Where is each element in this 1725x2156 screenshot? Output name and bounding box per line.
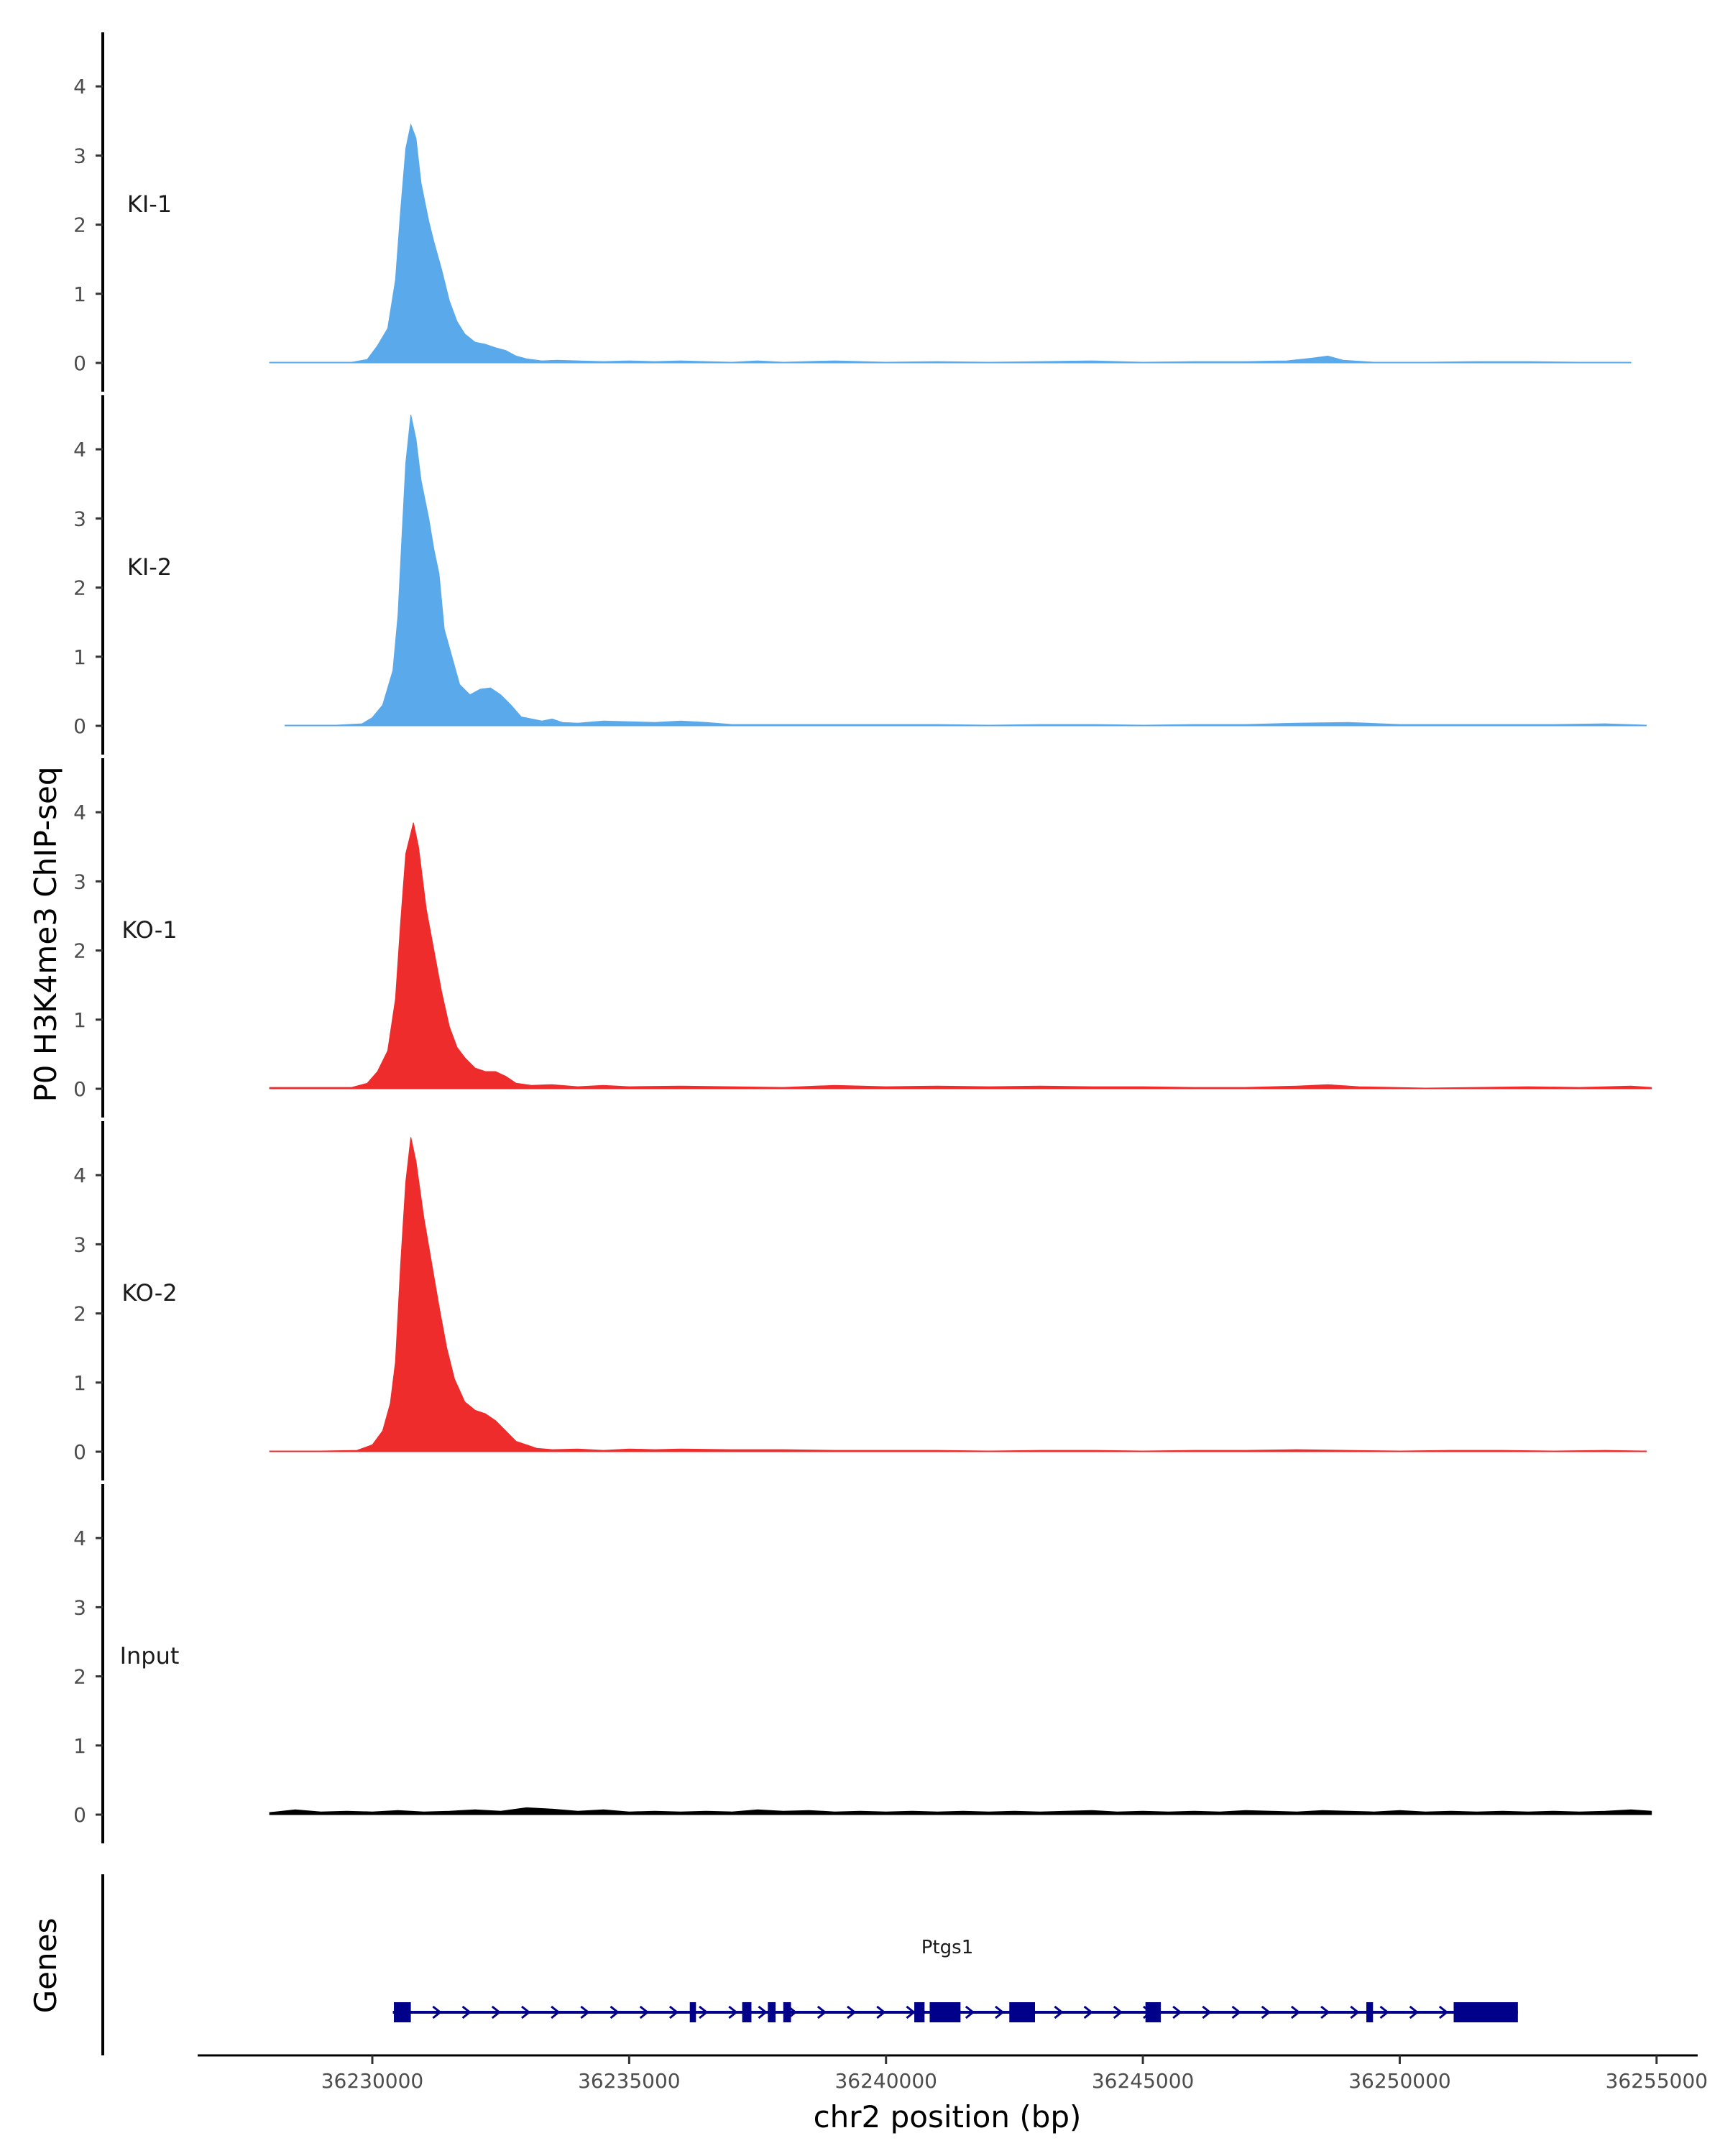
strand-arrow — [1409, 2005, 1420, 2019]
y-tick-label-ki-1-4: 4 — [73, 75, 86, 98]
strand-arrow — [432, 2005, 442, 2019]
y-tick-label-input-2: 2 — [73, 1665, 86, 1689]
y-tick-label-input-4: 4 — [73, 1526, 86, 1550]
strand-arrow — [1172, 2005, 1182, 2019]
track-input: 0 1 2 3 4 Input — [73, 1484, 1652, 1843]
track-ki-1: 0 1 2 3 4 KI-1 — [73, 32, 1632, 392]
y-tick-label-ko-2-2: 2 — [73, 1302, 86, 1326]
strand-arrow — [1083, 2005, 1093, 2019]
strand-arrow — [1231, 2005, 1241, 2019]
strand-arrow — [1113, 2005, 1123, 2019]
y-tick-label-ko-2-1: 1 — [73, 1371, 86, 1395]
y-tick-label-ko-1-3: 3 — [73, 870, 86, 893]
strand-arrow — [1350, 2005, 1360, 2019]
exon-11 — [1453, 2002, 1518, 2022]
strand-arrow — [1202, 2005, 1212, 2019]
y-tick-label-ko-1-4: 4 — [73, 801, 86, 824]
y-tick-label-ko-2-4: 4 — [73, 1164, 86, 1187]
track-label-ko-1: KO-1 — [121, 916, 177, 944]
y-tick-label-ki-1-0: 0 — [73, 351, 86, 375]
strand-arrow — [816, 2005, 827, 2019]
exon-8 — [1009, 2002, 1036, 2022]
gene-model-ptgs1 — [392, 2002, 1518, 2022]
y-tick-label-input-1: 1 — [73, 1734, 86, 1758]
strand-arrow — [1438, 2005, 1449, 2019]
strand-arrow — [580, 2005, 590, 2019]
strand-arrow — [639, 2005, 650, 2019]
exon-4 — [768, 2002, 776, 2022]
strand-arrow — [610, 2005, 620, 2019]
genes-track-label: Genes — [28, 1918, 63, 2014]
y-tick-label-ko-1-0: 0 — [73, 1077, 86, 1101]
track-ki-2: 0 1 2 3 4 KI-2 — [73, 395, 1647, 755]
strand-arrow — [699, 2005, 709, 2019]
gene-name-label: Ptgs1 — [921, 1937, 973, 1958]
y-axis-title: P0 H3K4me3 ChIP-seq — [28, 766, 63, 1102]
strand-arrow — [1261, 2005, 1271, 2019]
strand-arrow — [1290, 2005, 1301, 2019]
strand-arrow — [668, 2005, 679, 2019]
exon-7 — [929, 2002, 961, 2022]
y-tick-label-ki-1-1: 1 — [73, 282, 86, 306]
track-ko-1: 0 1 2 3 4 KO-1 — [73, 758, 1652, 1118]
strand-arrow — [551, 2005, 561, 2019]
signal-area-input — [269, 1807, 1652, 1815]
exon-1 — [394, 2002, 411, 2022]
strand-arrow — [906, 2005, 916, 2019]
signal-area-ko-1 — [269, 822, 1652, 1089]
y-tick-label-ko-1-1: 1 — [73, 1008, 86, 1032]
y-tick-label-ki-2-2: 2 — [73, 576, 86, 600]
strand-arrow — [995, 2005, 1005, 2019]
strand-arrow — [847, 2005, 857, 2019]
x-axis-title: chr2 position (bp) — [814, 2099, 1082, 2134]
strand-arrow — [876, 2005, 886, 2019]
y-tick-label-ko-2-3: 3 — [73, 1233, 86, 1256]
x-tick-label-36240000: 36240000 — [834, 2069, 937, 2093]
x-tick-label-36230000: 36230000 — [321, 2069, 424, 2093]
y-tick-label-input-3: 3 — [73, 1595, 86, 1619]
signal-area-ko-2 — [269, 1137, 1647, 1452]
strand-arrow — [1379, 2005, 1389, 2019]
exon-3 — [742, 2002, 752, 2022]
track-ko-2: 0 1 2 3 4 KO-2 — [73, 1121, 1647, 1480]
strand-arrow — [758, 2005, 768, 2019]
y-tick-label-ki-1-3: 3 — [73, 144, 86, 167]
x-axis-ticks: 36230000 36235000 36240000 36245000 36250000… — [321, 2055, 1708, 2093]
exon-2 — [689, 2002, 696, 2022]
exon-6 — [914, 2002, 925, 2022]
y-tick-label-ki-2-3: 3 — [73, 507, 86, 530]
x-axis: 36230000 36235000 36240000 36245000 36250000… — [198, 2054, 1708, 2134]
track-label-ki-1: KI-1 — [127, 190, 172, 218]
x-tick-label-36255000: 36255000 — [1606, 2069, 1708, 2093]
y-tick-label-ko-2-0: 0 — [73, 1440, 86, 1464]
y-tick-label-ki-2-1: 1 — [73, 645, 86, 669]
exon-5 — [783, 2002, 791, 2022]
strand-arrow — [491, 2005, 502, 2019]
strand-arrow — [965, 2005, 975, 2019]
y-tick-label-ki-2-4: 4 — [73, 438, 86, 461]
genes-track: Genes Ptgs1 — [28, 1874, 1518, 2055]
x-tick-label-36245000: 36245000 — [1092, 2069, 1195, 2093]
signal-tracks: 0 1 2 3 4 KI-1 0 1 2 3 4 KI-2 0 1 2 3 4 KO-1 0 1 2 3 4 KO-2 0 1 2 3… — [73, 32, 1652, 1843]
strand-arrow — [461, 2005, 472, 2019]
y-tick-label-input-0: 0 — [73, 1803, 86, 1827]
strand-arrow — [521, 2005, 531, 2019]
track-label-ko-2: KO-2 — [121, 1279, 177, 1307]
track-label-ki-2: KI-2 — [127, 553, 172, 581]
exon-10 — [1366, 2002, 1374, 2022]
strand-arrow — [1320, 2005, 1330, 2019]
track-label-input: Input — [120, 1642, 180, 1669]
strand-arrow — [1054, 2005, 1064, 2019]
strand-arrow — [728, 2005, 738, 2019]
signal-area-ki-1 — [269, 123, 1632, 364]
exon-9 — [1145, 2002, 1162, 2022]
x-tick-label-36250000: 36250000 — [1348, 2069, 1451, 2093]
x-tick-label-36235000: 36235000 — [578, 2069, 681, 2093]
y-tick-label-ki-1-2: 2 — [73, 213, 86, 237]
signal-area-ki-2 — [285, 414, 1647, 727]
y-tick-label-ki-2-0: 0 — [73, 714, 86, 738]
y-tick-label-ko-1-2: 2 — [73, 939, 86, 963]
